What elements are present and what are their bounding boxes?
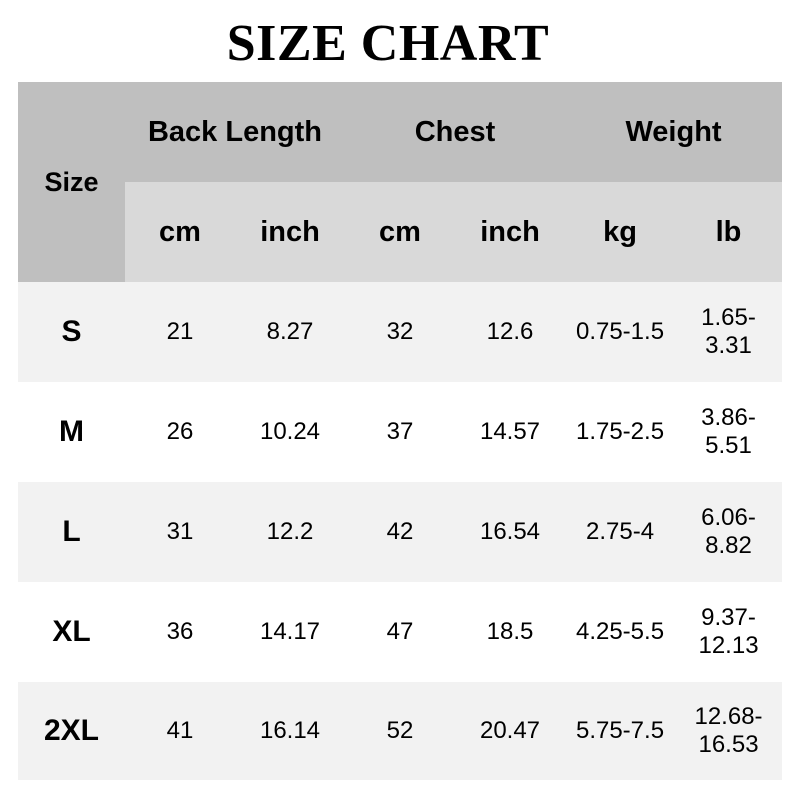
value-cell: 0.75-1.5 xyxy=(565,282,676,382)
value-cell: 5.75-7.5 xyxy=(565,682,676,780)
value-cell: 42 xyxy=(345,482,455,582)
value-cell: 3.86- 5.51 xyxy=(675,382,783,482)
value-cell: 12.2 xyxy=(235,482,345,582)
value-cell: 12.68- 16.53 xyxy=(675,682,783,780)
size-cell: S xyxy=(18,282,125,382)
size-cell: L xyxy=(18,482,125,582)
value-cell: 18.5 xyxy=(455,582,566,682)
page-title: SIZE CHART xyxy=(226,15,550,72)
value-cell: 52 xyxy=(345,682,455,780)
size-cell: M xyxy=(18,382,125,482)
unit-header: cm xyxy=(125,182,235,282)
value-cell: 16.54 xyxy=(455,482,566,582)
table-row: XL 36 14.17 47 18.5 4.25-5.5 9.37- 12.13 xyxy=(18,582,783,682)
value-cell: 36 xyxy=(125,582,235,682)
value-cell: 16.14 xyxy=(235,682,345,780)
value-cell: 10.24 xyxy=(235,382,345,482)
value-cell: 20.47 xyxy=(455,682,566,780)
value-cell: 4.25-5.5 xyxy=(565,582,676,682)
unit-header: kg xyxy=(565,182,676,282)
value-cell: 14.57 xyxy=(455,382,566,482)
unit-header: lb xyxy=(675,182,783,282)
value-cell: 1.75-2.5 xyxy=(565,382,676,482)
value-cell: 37 xyxy=(345,382,455,482)
size-cell: 2XL xyxy=(18,682,125,780)
value-cell: 26 xyxy=(125,382,235,482)
value-cell: 9.37- 12.13 xyxy=(675,582,783,682)
size-cell: XL xyxy=(18,582,125,682)
table-row: L 31 12.2 42 16.54 2.75-4 6.06- 8.82 xyxy=(18,482,783,582)
header-chest: Chest xyxy=(345,82,566,182)
table-row: M 26 10.24 37 14.57 1.75-2.5 3.86- 5.51 xyxy=(18,382,783,482)
value-cell: 12.6 xyxy=(455,282,566,382)
table-row: 2XL 41 16.14 52 20.47 5.75-7.5 12.68- 16.53 xyxy=(18,682,783,780)
value-cell: 1.65- 3.31 xyxy=(675,282,783,382)
value-cell: 14.17 xyxy=(235,582,345,682)
header-back-length: Back Length xyxy=(125,82,345,182)
value-cell: 8.27 xyxy=(235,282,345,382)
size-chart-table: Size Back Length Chest Weight cm inch cm… xyxy=(18,82,783,780)
header-weight: Weight xyxy=(565,82,783,182)
value-cell: 31 xyxy=(125,482,235,582)
value-cell: 2.75-4 xyxy=(565,482,676,582)
unit-header: inch xyxy=(455,182,566,282)
unit-header: cm xyxy=(345,182,455,282)
value-cell: 6.06- 8.82 xyxy=(675,482,783,582)
value-cell: 41 xyxy=(125,682,235,780)
value-cell: 32 xyxy=(345,282,455,382)
table-row: S 21 8.27 32 12.6 0.75-1.5 1.65- 3.31 xyxy=(18,282,783,382)
value-cell: 47 xyxy=(345,582,455,682)
unit-header: inch xyxy=(235,182,345,282)
value-cell: 21 xyxy=(125,282,235,382)
header-size: Size xyxy=(18,82,125,282)
